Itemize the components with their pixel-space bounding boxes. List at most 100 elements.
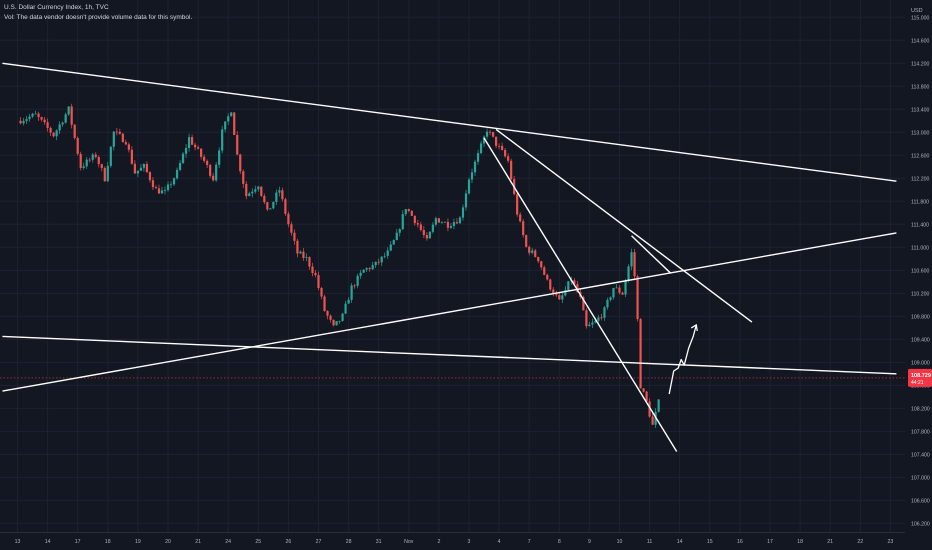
candle (299, 250, 302, 254)
time-tick-label: 2 (437, 539, 440, 545)
candle (124, 139, 127, 146)
candle-body (25, 119, 28, 121)
candle-body (203, 156, 206, 161)
price-tick-label: 108.200 (911, 406, 930, 412)
candle-body (190, 137, 194, 145)
candle-body (365, 268, 368, 270)
candle (344, 300, 347, 315)
candle-body (428, 231, 431, 239)
candle-body (260, 186, 263, 196)
candle (407, 208, 410, 213)
candle-body (425, 235, 428, 239)
candle (148, 171, 152, 183)
candle-body (139, 167, 143, 171)
candle (488, 129, 492, 136)
candle-body (157, 188, 161, 194)
candle-body (148, 172, 152, 181)
candle-body (485, 131, 489, 137)
candle (633, 248, 636, 281)
time-tick-label: 25 (255, 539, 261, 545)
candle-body (546, 274, 549, 280)
candle (401, 210, 404, 231)
candle (347, 297, 350, 304)
candle-body (130, 149, 133, 164)
candle (380, 256, 383, 267)
candle (221, 125, 224, 154)
candle (368, 267, 371, 272)
candle-body (488, 131, 492, 133)
candle (31, 112, 34, 119)
price-tick-label: 113.800 (911, 84, 929, 90)
candle (245, 181, 248, 200)
candle (281, 187, 284, 202)
candle-body (567, 281, 570, 290)
candle-body (254, 189, 257, 192)
candle (197, 145, 200, 150)
candle-body (585, 310, 588, 327)
candle-body (537, 256, 540, 262)
candle (206, 159, 209, 169)
time-axis[interactable]: 13 14 17 18 19 20 21 24 25 26 27 28 31 Nov 2 3 4 7 8 9 10 11 1… (0, 532, 905, 550)
candle-body (245, 183, 248, 197)
candle-body (317, 275, 320, 288)
candle (236, 131, 239, 156)
candle-body (109, 146, 112, 166)
candle-body (407, 209, 410, 211)
candle (266, 201, 269, 212)
candle (528, 245, 531, 256)
candle (34, 110, 37, 115)
candle-body (531, 250, 534, 253)
candle-body (227, 116, 230, 122)
candle (374, 261, 377, 268)
trendline (2, 232, 897, 392)
candle (251, 188, 254, 198)
candle (501, 142, 504, 151)
candle (467, 177, 471, 195)
time-tick-label: 16 (737, 539, 743, 545)
price-plot[interactable] (0, 0, 905, 532)
candle-body (169, 184, 173, 186)
candle-body (302, 251, 305, 258)
trendline (2, 335, 897, 375)
candle-body (166, 184, 170, 191)
candle (169, 181, 173, 189)
candle (212, 172, 215, 182)
candle-body (392, 240, 395, 245)
candle-body (510, 160, 513, 180)
time-tick-label: 15 (707, 539, 713, 545)
candle (79, 151, 82, 171)
candle-body (642, 388, 645, 392)
candle (329, 314, 332, 323)
candle (193, 142, 197, 151)
candle (443, 221, 447, 223)
candle-body (657, 399, 660, 412)
candle (40, 116, 43, 122)
time-tick-label: 28 (346, 539, 352, 545)
candle-body (344, 303, 347, 314)
candle (567, 281, 570, 291)
projection-path (668, 324, 697, 395)
candle (606, 297, 609, 310)
candle (311, 262, 314, 277)
candle (248, 191, 251, 197)
candle (91, 152, 94, 163)
candle (88, 157, 91, 163)
candle (516, 191, 519, 217)
candle (323, 294, 326, 312)
candle-body (40, 117, 43, 120)
candle (115, 128, 118, 136)
candle-body (419, 224, 422, 230)
candle-body (437, 218, 440, 223)
time-tick-label: 4 (498, 539, 501, 545)
candle-body (413, 215, 416, 224)
candle-body (103, 168, 106, 182)
candle-body (200, 148, 203, 157)
candle (97, 155, 100, 168)
price-tick-label: 113.000 (911, 130, 929, 136)
candle (22, 117, 25, 126)
candle (160, 186, 164, 194)
candle-body (362, 269, 365, 273)
symbol-title[interactable]: U.S. Dollar Currency Index, 1h, TVC (4, 4, 109, 11)
